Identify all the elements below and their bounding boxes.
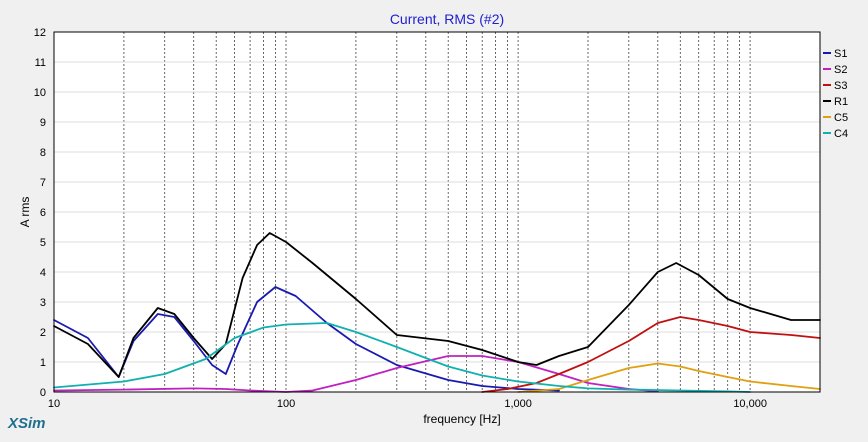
legend-label: R1 (834, 96, 848, 108)
x-tick-label: 10,000 (733, 398, 767, 410)
y-tick-label: 12 (34, 27, 46, 39)
series-line-r1 (53, 232, 821, 378)
y-tick-label: 2 (40, 327, 46, 339)
y-tick-label: 9 (40, 117, 46, 129)
x-tick-label: 100 (277, 398, 295, 410)
x-tick-label: 10 (48, 398, 60, 410)
legend-label: S2 (834, 64, 847, 76)
series-line-c5 (517, 362, 821, 393)
y-tick-label: 7 (40, 177, 46, 189)
x-tick-label: 1,000 (504, 398, 532, 410)
y-axis-label: A rms (18, 197, 32, 228)
legend-label: S3 (834, 80, 847, 92)
legend-label: C4 (834, 128, 848, 140)
y-tick-label: 3 (40, 297, 46, 309)
y-tick-label: 10 (34, 87, 46, 99)
series-line-s1 (53, 286, 560, 392)
plot-frame (53, 31, 821, 393)
y-tick-label: 4 (40, 267, 46, 279)
legend-label: C5 (834, 112, 848, 124)
y-tick-label: 5 (40, 237, 46, 249)
y-tick-label: 1 (40, 357, 46, 369)
y-tick-label: 8 (40, 147, 46, 159)
x-axis-label: frequency [Hz] (423, 412, 500, 426)
y-tick-label: 11 (35, 57, 46, 69)
y-tick-label: 0 (40, 387, 46, 399)
series-line-c4 (53, 322, 751, 393)
chart-title: Current, RMS (#2) (390, 11, 504, 27)
legend-label: S1 (834, 48, 847, 60)
series-line-s2 (53, 355, 659, 393)
y-tick-label: 6 (40, 207, 46, 219)
xsim-logo: XSim (8, 415, 46, 432)
